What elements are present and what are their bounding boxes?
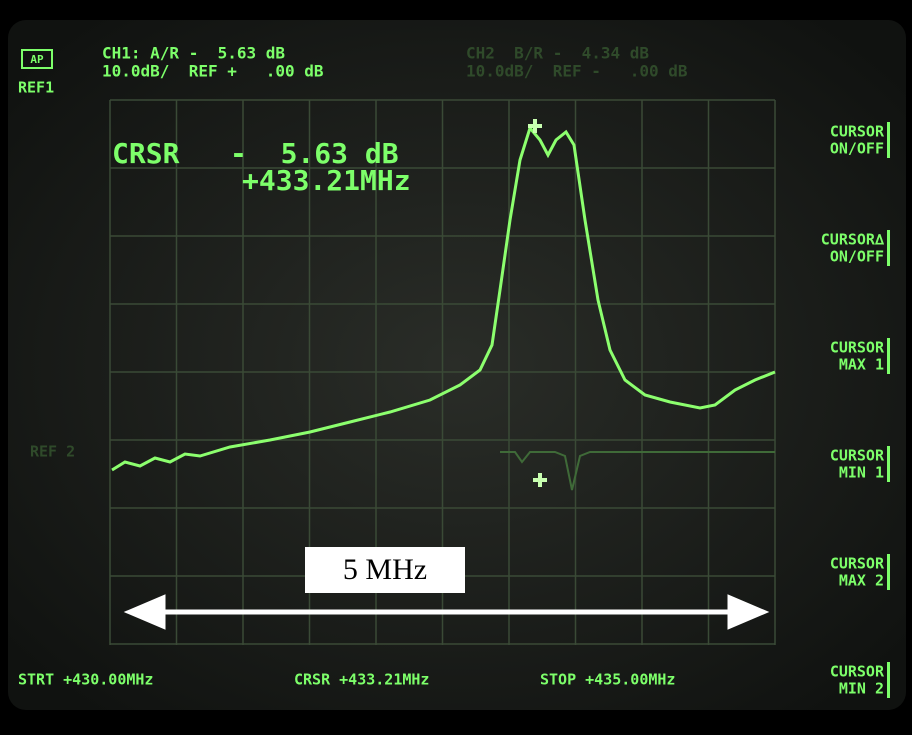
softkey-bar	[887, 122, 890, 158]
ref1: REF1	[18, 79, 54, 97]
annotation: 5 MHz	[343, 553, 427, 586]
ch1-line2: 10.0dB/ REF + .00 dB	[102, 62, 324, 81]
footer-start: STRT +430.00MHz	[18, 671, 153, 689]
softkey-line2: MIN 1	[839, 464, 884, 482]
footer-stop: STOP +435.00MHz	[540, 671, 675, 689]
softkey-bar	[887, 230, 890, 266]
ref2: REF 2	[30, 443, 75, 461]
softkey-bar	[887, 662, 890, 698]
ch2-line2: 10.0dB/ REF - .00 dB	[466, 62, 688, 81]
softkey-bar	[887, 554, 890, 590]
footer-cursor: CRSR +433.21MHz	[294, 671, 429, 689]
softkey-line1: CURSOR	[830, 447, 885, 465]
softkey-line2: ON/OFF	[830, 248, 884, 266]
softkey-line1: CURSOR	[830, 123, 885, 141]
softkey-bar	[887, 338, 890, 374]
softkey-line1: CURSOR∆	[821, 231, 885, 249]
cursor-frequency: +433.21MHz	[242, 164, 411, 197]
analyzer-screen: AP REF1 CH1: A/R - 5.63 dB 10.0dB/ REF +…	[0, 0, 912, 735]
softkey-line2: ON/OFF	[830, 140, 884, 158]
softkey-line2: MAX 1	[839, 356, 884, 374]
ch1-line1: CH1: A/R - 5.63 dB	[102, 44, 285, 63]
ch2-line1: CH2 B/R - 4.34 dB	[466, 44, 649, 63]
softkey-line2: MIN 2	[839, 680, 884, 698]
badge: AP	[30, 53, 44, 66]
softkey-bar	[887, 446, 890, 482]
softkey-line1: CURSOR	[830, 555, 885, 573]
softkey-line1: CURSOR	[830, 663, 885, 681]
softkey-line1: CURSOR	[830, 339, 885, 357]
softkey-line2: MAX 2	[839, 572, 884, 590]
